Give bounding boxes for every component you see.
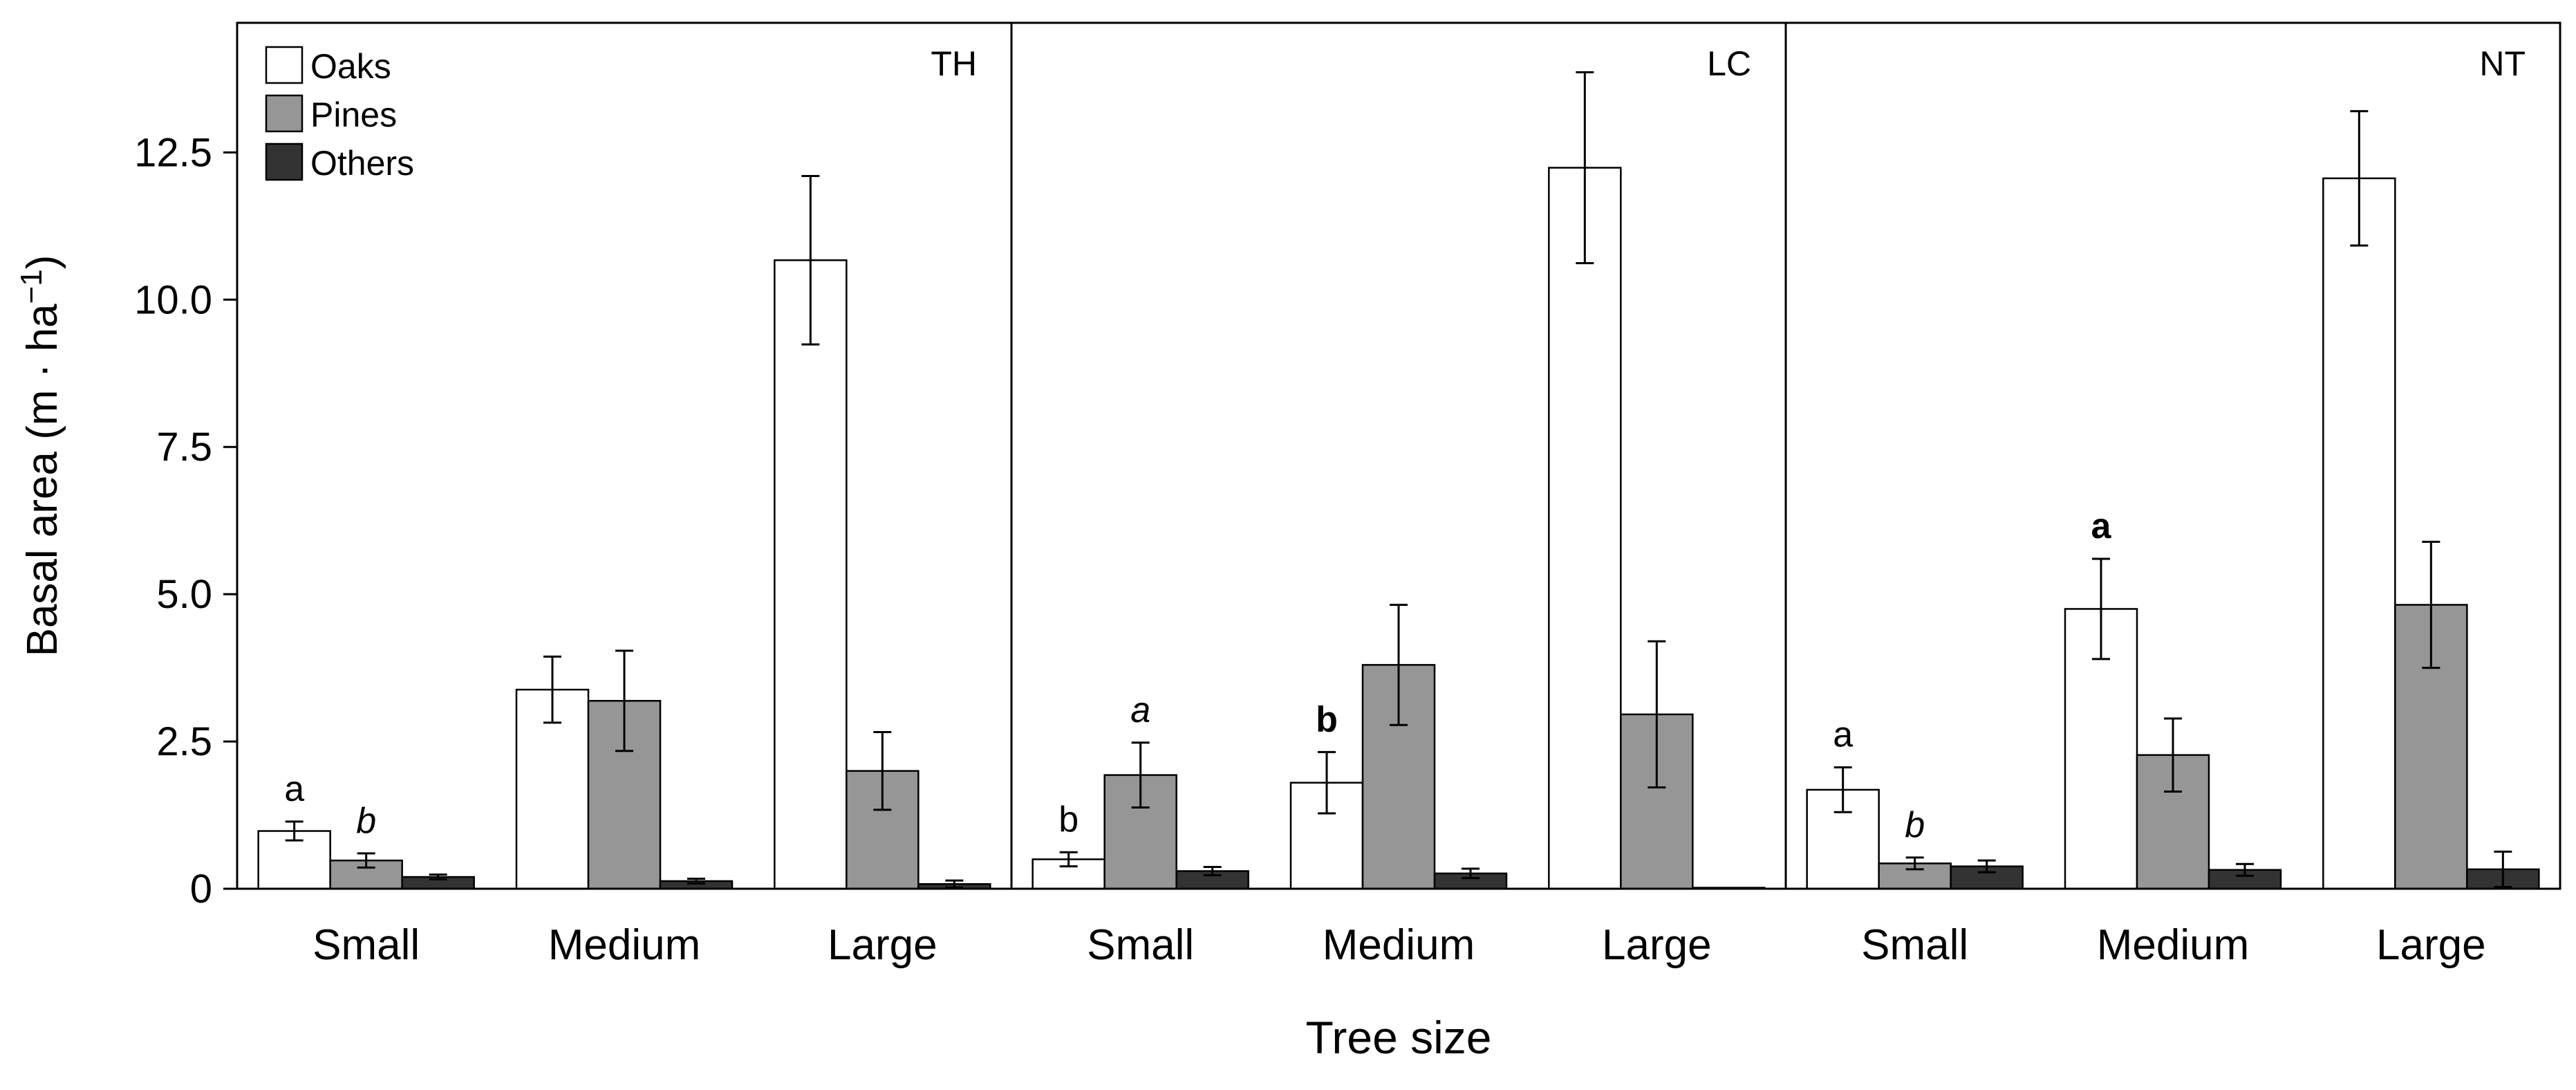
significance-letter-LC: b: [1058, 800, 1079, 840]
panel-label-lc: LC: [1707, 44, 1751, 83]
plot-frame: [236, 21, 2561, 890]
y-tick-label: 7.5: [156, 425, 212, 470]
y-tick-label: 2.5: [156, 719, 212, 764]
y-tick-label: 5.0: [156, 572, 212, 617]
y-axis-title-close: ): [19, 255, 66, 270]
legend-swatch-oaks: [265, 46, 304, 84]
significance-letter-NT: a: [1833, 715, 1853, 755]
x-tick-label-medium: Medium: [548, 921, 701, 969]
significance-letter-LC: a: [1130, 690, 1150, 730]
bar-NT-large-oaks: [2322, 177, 2396, 890]
frame-layer: [223, 21, 2561, 890]
x-tick-label-small: Small: [1861, 921, 1968, 969]
panel-label-nt: NT: [2479, 44, 2526, 83]
x-tick-label-medium: Medium: [2097, 921, 2250, 969]
x-tick-label-large: Large: [2376, 921, 2486, 969]
significance-letter-TH: b: [356, 801, 376, 841]
legend-label-pines: Pines: [310, 95, 397, 134]
significance-letter-NT: a: [2091, 506, 2112, 546]
legend-label-others: Others: [310, 144, 414, 183]
legend-label-oaks: Oaks: [310, 47, 391, 86]
legend-swatch-pines: [265, 94, 304, 133]
x-tick-label-small: Small: [1087, 921, 1194, 969]
x-axis-title: Tree size: [1306, 1012, 1492, 1063]
x-tick-label-large: Large: [1602, 921, 1712, 969]
significance-letter-NT: b: [1905, 805, 1925, 845]
significance-letter-TH: a: [284, 769, 304, 809]
y-axis-title: Basal area (m · ha−1): [15, 255, 66, 657]
y-tick-label: 0: [190, 867, 212, 912]
y-tick-label: 12.5: [134, 130, 212, 175]
bar-LC-large-oaks: [1548, 167, 1622, 890]
text-layer: a b TH Small Medium Large b a b LC Small Medium Larg…: [15, 44, 2526, 1063]
x-tick-label-small: Small: [312, 921, 420, 969]
bar-TH-large-oaks: [774, 259, 848, 890]
x-tick-label-medium: Medium: [1323, 921, 1475, 969]
error-bars-layer: [285, 71, 2512, 889]
panel-label-th: TH: [931, 44, 977, 83]
bars-layer: [257, 167, 2540, 890]
significance-letter-LC: b: [1316, 699, 1338, 739]
y-tick-label: 10.0: [134, 277, 212, 322]
legend-swatch-others: [265, 142, 304, 181]
y-axis-title-main: Basal area (m · ha: [19, 304, 66, 657]
x-tick-label-large: Large: [828, 921, 937, 969]
y-axis-title-superscript: −1: [15, 269, 48, 304]
